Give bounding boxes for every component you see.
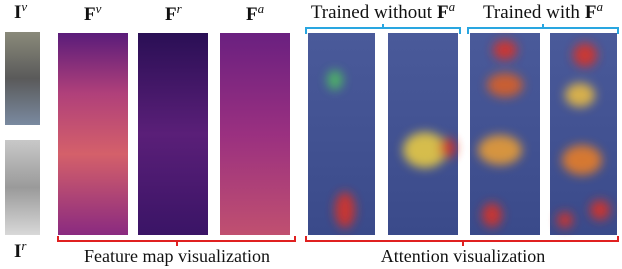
label-part: v bbox=[96, 1, 102, 16]
group-bracket bbox=[306, 24, 460, 34]
page: {"inputs": [{"symbol": "I", "superscript… bbox=[0, 0, 622, 269]
input-photo bbox=[5, 140, 40, 235]
label-part: I bbox=[14, 241, 21, 262]
feature-map bbox=[138, 33, 208, 235]
label-part: F bbox=[437, 2, 449, 23]
caption: Attention visualization bbox=[381, 246, 545, 266]
feature-map bbox=[220, 33, 290, 235]
caption-bracket bbox=[58, 236, 295, 246]
label-part: r bbox=[21, 238, 27, 253]
label-part: F bbox=[84, 4, 96, 25]
label-part: a bbox=[597, 0, 604, 14]
label-part: r bbox=[177, 1, 183, 16]
label-part: Trained with bbox=[483, 2, 580, 23]
label-part: v bbox=[21, 0, 27, 14]
group-bracket bbox=[468, 24, 618, 34]
feature-map bbox=[58, 33, 128, 235]
input-label: Ir bbox=[14, 238, 27, 262]
caption: Feature map visualization bbox=[84, 246, 270, 266]
figure: Iv Ir Fv Fr Fa Trained without bbox=[0, 0, 622, 269]
feature-map-label: Fa bbox=[246, 1, 265, 25]
label-part: F bbox=[585, 2, 597, 23]
label-part: F bbox=[246, 4, 258, 25]
feature-map-label: Fv bbox=[84, 1, 102, 25]
caption-bracket bbox=[306, 236, 618, 246]
input-label: Iv bbox=[14, 0, 27, 23]
label-part: Trained without bbox=[311, 2, 433, 23]
label-part: F bbox=[165, 4, 177, 25]
label-part: a bbox=[258, 1, 265, 16]
label-part: a bbox=[449, 0, 456, 14]
label-part: I bbox=[14, 2, 21, 23]
input-photo bbox=[5, 32, 40, 125]
attention-maps bbox=[308, 33, 617, 235]
feature-map-label: Fr bbox=[165, 1, 183, 25]
